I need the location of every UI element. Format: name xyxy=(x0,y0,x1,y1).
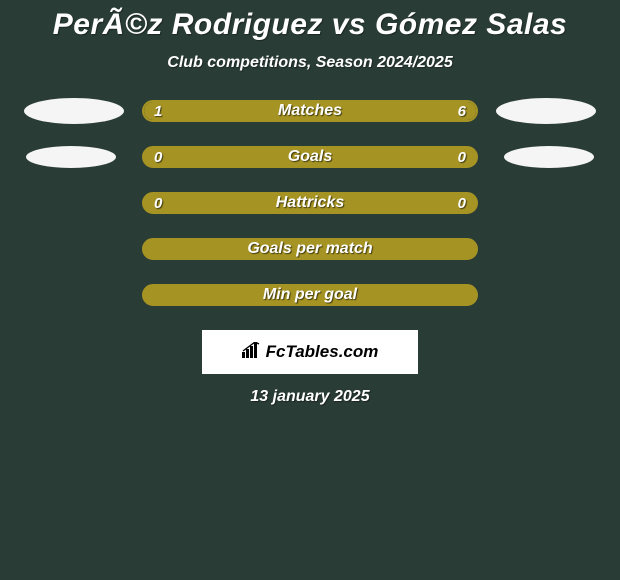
stat-label: Hattricks xyxy=(144,194,476,212)
logo-text: FcTables.com xyxy=(266,342,379,362)
chart-icon xyxy=(242,342,262,363)
stat-value-right: 0 xyxy=(458,195,466,212)
stat-row: 1Matches6 xyxy=(0,100,620,122)
comparison-infographic: PerÃ©z Rodriguez vs Gómez Salas Club com… xyxy=(0,0,620,406)
stat-value-right: 0 xyxy=(458,149,466,166)
stat-bar: Min per goal xyxy=(142,284,478,306)
stat-label: Goals xyxy=(144,148,476,166)
page-title: PerÃ©z Rodriguez vs Gómez Salas xyxy=(0,8,620,42)
stat-row: Goals per match xyxy=(0,238,620,260)
logo: FcTables.com xyxy=(242,342,379,363)
subtitle: Club competitions, Season 2024/2025 xyxy=(0,54,620,72)
player-left-marker xyxy=(26,146,116,168)
player-right-marker xyxy=(496,98,596,124)
player-right-marker xyxy=(504,146,594,168)
bars-container: 1Matches60Goals00Hattricks0Goals per mat… xyxy=(0,100,620,306)
stat-row: 0Goals0 xyxy=(0,146,620,168)
stat-label: Min per goal xyxy=(144,286,476,304)
stat-bar: 0Goals0 xyxy=(142,146,478,168)
stat-row: 0Hattricks0 xyxy=(0,192,620,214)
stat-bar: 0Hattricks0 xyxy=(142,192,478,214)
stat-bar: 1Matches6 xyxy=(142,100,478,122)
stat-row: Min per goal xyxy=(0,284,620,306)
stat-value-right: 6 xyxy=(458,103,466,120)
stat-label: Matches xyxy=(144,102,476,120)
stat-label: Goals per match xyxy=(144,240,476,258)
stat-bar: Goals per match xyxy=(142,238,478,260)
date: 13 january 2025 xyxy=(0,388,620,406)
player-left-marker xyxy=(24,98,124,124)
logo-box: FcTables.com xyxy=(202,330,418,374)
